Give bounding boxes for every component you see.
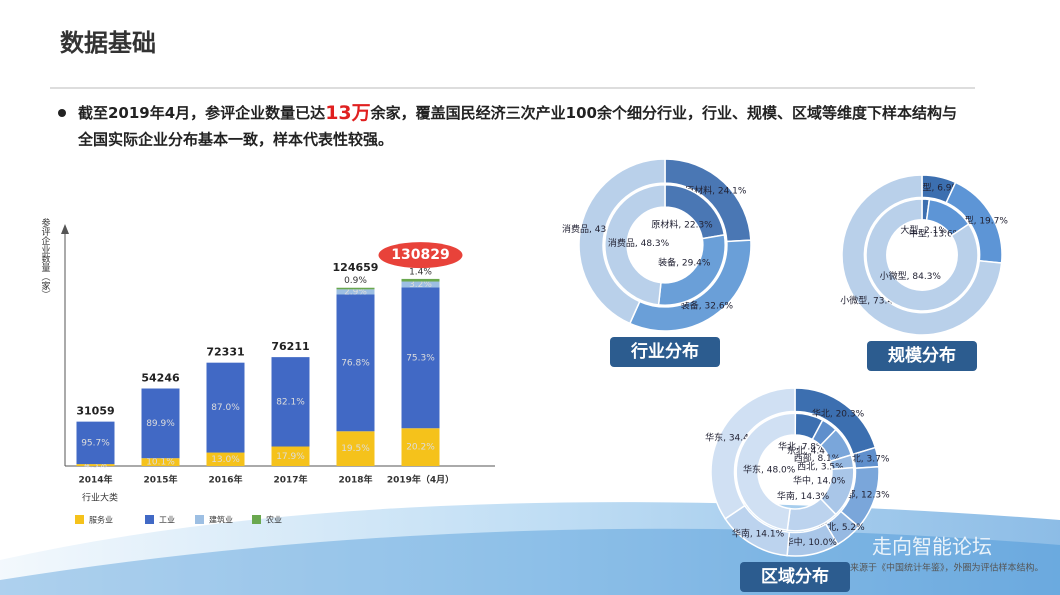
axis-arrow	[61, 224, 69, 234]
total-label: 72331	[206, 346, 244, 359]
segment-label: 4.3%	[84, 461, 107, 471]
donut-slice	[735, 412, 797, 532]
segment-label: 1.4%	[409, 267, 432, 277]
donut-slice	[841, 174, 1003, 336]
bar-segment	[141, 458, 180, 466]
x-tick-label: 2016年	[208, 474, 242, 486]
segment-label: 19.5%	[341, 444, 370, 454]
chart-label-box	[867, 341, 977, 371]
bar-segment	[141, 388, 180, 459]
slice-label: 小微型, 84.3%	[880, 270, 942, 282]
bar-segment	[336, 287, 375, 290]
x-tick-label: 2018年	[338, 474, 372, 486]
slice-label: 华东, 48.0%	[743, 464, 796, 476]
donut-slice	[710, 387, 796, 520]
chart-label: 行业分布	[630, 341, 699, 362]
chart-label: 区域分布	[761, 566, 829, 587]
slice-label: 华南, 14.1%	[732, 528, 785, 540]
segment-label: 10.1%	[146, 458, 175, 468]
slice-label: 中型, 13.6%	[909, 228, 962, 240]
x-axis-label: 行业大类	[82, 492, 118, 504]
segment-label: 13.0%	[211, 455, 240, 465]
segment-label: 17.9%	[276, 452, 305, 462]
slice-label: 华中, 14.0%	[793, 475, 846, 487]
bar-segment	[401, 281, 440, 288]
total-label: 76211	[271, 340, 309, 353]
bar-segment	[401, 278, 440, 282]
x-tick-label: 2015年	[143, 474, 177, 486]
slice-label: 西北, 3.5%	[797, 462, 844, 473]
legend-swatch	[195, 515, 204, 524]
legend-label: 农业	[266, 515, 282, 525]
legend-swatch	[145, 515, 154, 524]
segment-label: 95.7%	[81, 438, 110, 448]
bar-segment	[336, 431, 375, 466]
segment-label: 3.2%	[409, 280, 432, 290]
watermark: 走向智能论坛	[872, 535, 992, 559]
total-label: 31059	[76, 405, 114, 418]
total-label: 54246	[141, 372, 180, 385]
slice-label: 华南, 14.3%	[777, 490, 830, 502]
legend-label: 建筑业	[209, 515, 233, 525]
x-tick-label: 2019年（4月）	[387, 474, 454, 486]
donut-slice	[865, 198, 979, 312]
bar-segment	[401, 428, 440, 466]
segment-label: 75.3%	[406, 353, 435, 363]
donut-slice	[578, 158, 666, 325]
segment-label: 76.8%	[341, 358, 370, 368]
bar-segment	[336, 294, 375, 432]
slice-label: 装备, 29.4%	[658, 257, 711, 269]
bar-segment	[76, 421, 115, 465]
chart-label: 规模分布	[888, 345, 956, 366]
x-tick-label: 2014年	[78, 474, 112, 486]
total-label: 124659	[333, 261, 379, 274]
slice-label: 东北, 3.7%	[843, 453, 890, 465]
segment-label: 87.0%	[211, 403, 240, 413]
legend-swatch	[75, 515, 84, 524]
bar-segment	[336, 289, 375, 295]
y-axis-label: 参评企业数量（家）	[40, 217, 51, 299]
slice-label: 大型, 6.9%	[914, 181, 961, 193]
footer: 来源于《中国统计年鉴》，外圈为评估样本结构。	[850, 562, 1044, 574]
slice-label: 西部, 8.1%	[794, 452, 841, 464]
bar-segment	[401, 287, 440, 429]
segment-label: 82.1%	[276, 397, 305, 407]
total-label: 130829	[391, 247, 449, 263]
x-tick-label: 2017年	[273, 474, 307, 486]
bar-segment	[206, 452, 245, 466]
legend-label: 工业	[159, 515, 175, 525]
chart-label-box	[740, 562, 850, 592]
bar-segment	[206, 362, 245, 453]
slice-label: 消费品, 48.3%	[608, 237, 670, 249]
segment-label: 2.9%	[344, 287, 367, 297]
bar-segment	[271, 357, 310, 447]
slide-title: 数据基础	[60, 29, 156, 57]
bullet-text: 截至2019年4月，参评企业数量已达13万余家，覆盖国民经济三次产业100余个细…	[78, 102, 957, 124]
slice-label: 西北, 5.2%	[818, 522, 865, 533]
segment-label: 20.2%	[406, 443, 435, 453]
slice-label: 原材料, 22.3%	[651, 218, 713, 230]
highlight	[378, 242, 463, 269]
slice-label: 华北, 20.3%	[812, 407, 865, 419]
segment-label: 89.9%	[146, 419, 175, 429]
slice-label: 华北, 7.8%	[778, 440, 825, 452]
bullet-dot	[58, 109, 66, 117]
bullet-text: 全国实际企业分布基本一致，样本代表性较强。	[77, 131, 393, 149]
slice-label: 原材料, 24.1%	[685, 185, 747, 197]
bar-segment	[271, 446, 310, 466]
legend-swatch	[252, 515, 261, 524]
segment-label: 0.9%	[344, 276, 367, 286]
donut-slice	[604, 184, 666, 306]
legend-label: 服务业	[89, 515, 113, 525]
slice-label: 大型, 2.1%	[900, 224, 947, 236]
slice-label: 装备, 32.6%	[681, 299, 734, 311]
slice-label: 华中, 10.0%	[785, 536, 838, 548]
chart-label-box	[610, 337, 720, 367]
bar-segment	[76, 464, 115, 466]
